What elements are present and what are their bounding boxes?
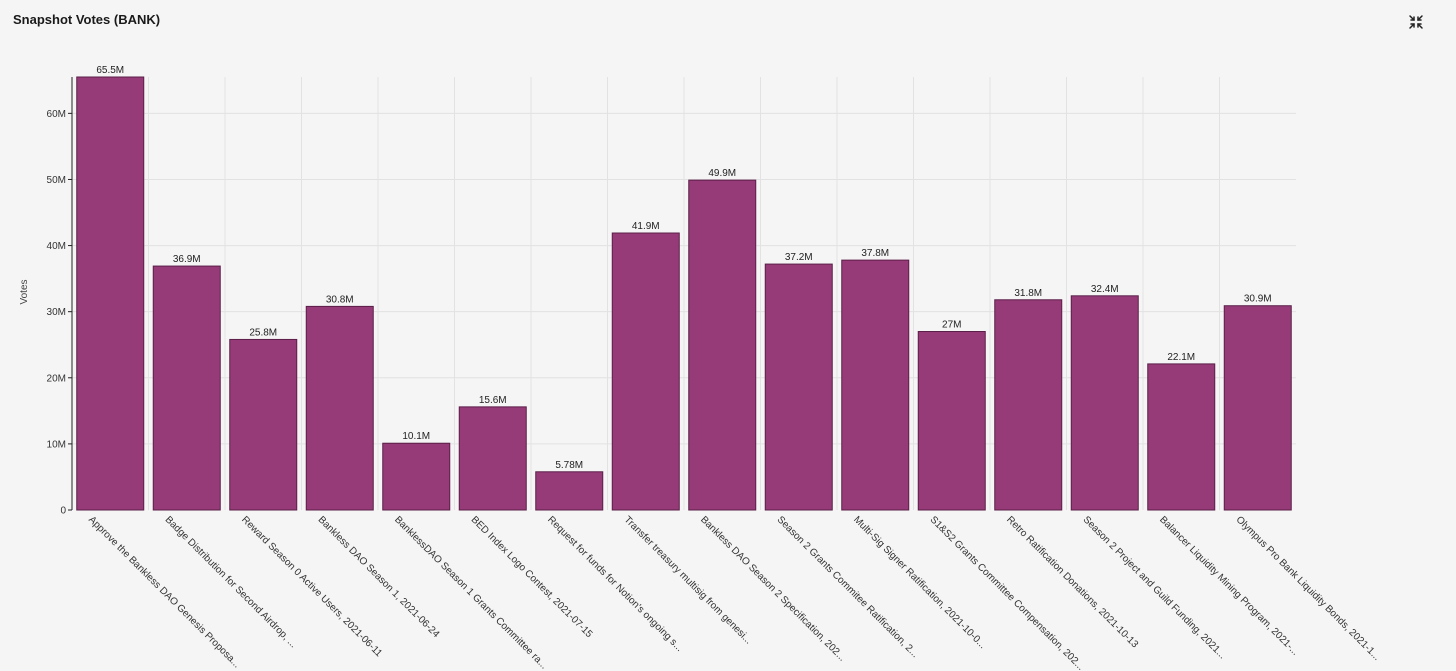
data-label: 65.5M (96, 65, 124, 76)
x-tick-label: Request for funds for Notion's ongoing s… (545, 514, 685, 654)
y-axis: 0 10M 20M 30M 40M 50M 60M (47, 77, 73, 517)
data-label: 10.1M (402, 431, 430, 442)
data-label: 32.4M (1091, 284, 1119, 295)
bar (994, 299, 1063, 511)
data-label: 27M (942, 320, 961, 331)
bar (1223, 305, 1292, 511)
data-label: 15.6M (479, 395, 507, 406)
bar (611, 232, 680, 511)
x-tick-label: BanklessDAO Season 1 Grants Committee ra… (392, 514, 549, 671)
x-tick-label: Season 2 Project and Guild Funding, 2021… (1081, 514, 1228, 661)
data-label: 37.8M (861, 248, 889, 259)
bar (229, 338, 298, 511)
y-tick-label: 50M (47, 175, 66, 186)
data-label: 49.9M (708, 168, 736, 179)
x-tick-label: Approve the Bankless DAO Genesis Proposa… (86, 514, 242, 670)
data-label: 41.9M (632, 221, 660, 232)
x-tick-label: Balancer Liquidity Mining Program, 2021-… (1157, 514, 1300, 657)
y-tick-label: 20M (47, 373, 66, 384)
bar (382, 442, 451, 511)
bar (917, 331, 986, 511)
data-label: 22.1M (1167, 352, 1195, 363)
chart-title: Snapshot Votes (BANK) (13, 12, 161, 27)
y-tick-label: 0 (60, 506, 66, 517)
x-tick-label: Transfer treasury multisig from genesi..… (622, 514, 754, 646)
x-tick-label: Olympus Pro Bank Liquidity Bonds, 2021-1… (1234, 514, 1382, 662)
collapse-arrows-icon (1409, 15, 1423, 29)
bar (458, 406, 527, 511)
bar (1147, 363, 1216, 511)
bar (688, 179, 757, 511)
bar (305, 305, 374, 511)
data-label: 37.2M (785, 252, 813, 263)
x-tick-label: BED Index Logo Contest, 2021-07-15 (469, 514, 595, 640)
data-label: 25.8M (249, 327, 277, 338)
x-tick-label: Badge Distribution for Second Airdrop, .… (163, 514, 299, 650)
x-tick-label: Season 2 Grants Commitee Ratification, 2… (775, 514, 921, 660)
x-tick-label: Bankless DAO Season 1, 2021-06-24 (316, 514, 442, 640)
collapse-button[interactable] (1404, 10, 1428, 34)
bar (841, 259, 910, 511)
bar (764, 263, 833, 511)
x-tick-label: Bankless DAO Season 2 Specification, 202… (698, 514, 847, 663)
data-label: 30.8M (326, 294, 354, 305)
bar (152, 265, 221, 511)
bar (1070, 295, 1139, 511)
x-tick-label: S1&S2 Grants Committee Compensation, 202… (928, 514, 1086, 671)
data-label: 36.9M (173, 254, 201, 265)
bars (76, 76, 1292, 511)
data-label: 5.78M (555, 460, 583, 471)
y-tick-label: 60M (47, 109, 66, 120)
bar (76, 76, 145, 511)
y-tick-label: 30M (47, 307, 66, 318)
x-tick-label: Retro Ratification Donations, 2021-10-13 (1004, 514, 1140, 650)
y-tick-label: 40M (47, 241, 66, 252)
x-axis-labels: Approve the Bankless DAO Genesis Proposa… (86, 514, 1382, 671)
bar (535, 471, 604, 511)
y-axis-title: Votes (19, 279, 30, 304)
data-labels: 65.5M 36.9M 25.8M 30.8M 10.1M 15.6M 5.78M 41.9M… (96, 65, 1271, 471)
x-tick-label: Multi-Sig Signer Ratification, 2021-10-0… (851, 514, 988, 651)
data-label: 31.8M (1014, 288, 1042, 299)
data-label: 30.9M (1244, 294, 1272, 305)
y-tick-label: 10M (47, 439, 66, 450)
x-tick-label: Reward Season 0 Active Users, 2021-06-11 (239, 514, 384, 659)
